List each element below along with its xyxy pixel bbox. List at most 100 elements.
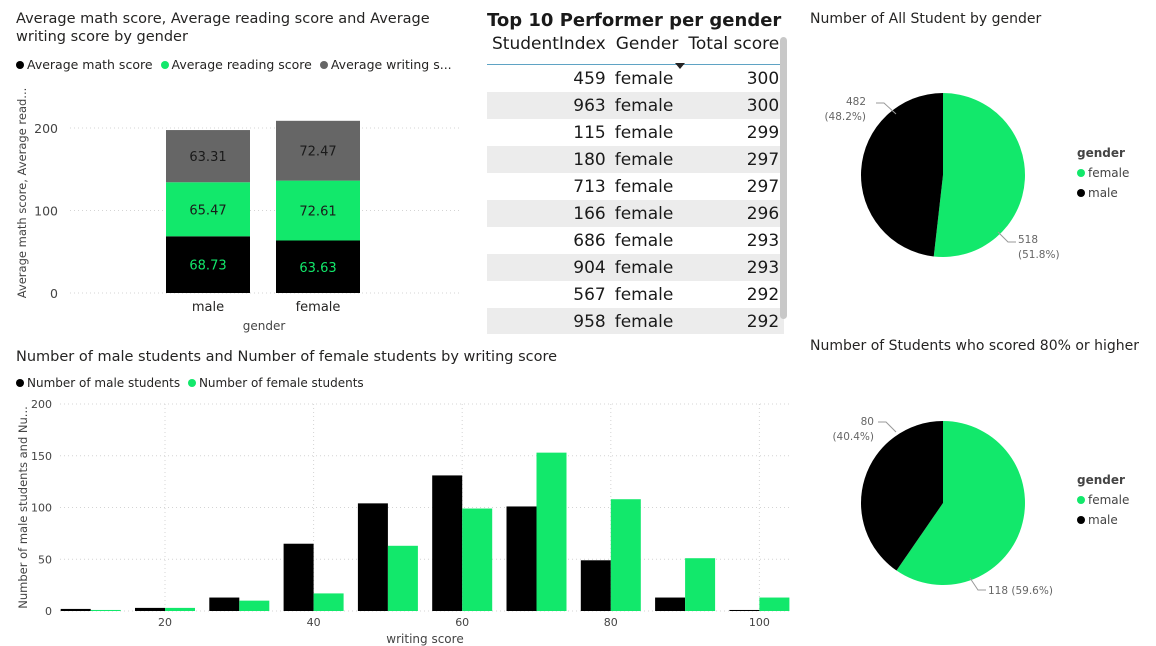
leader-line bbox=[878, 421, 897, 433]
table-row[interactable]: 166 female 296 bbox=[487, 200, 785, 227]
bar-male[interactable] bbox=[283, 543, 314, 611]
y-tick-label: 100 bbox=[34, 204, 58, 219]
cell-gender: female bbox=[614, 122, 674, 143]
bar-female[interactable] bbox=[165, 607, 195, 611]
pie-slice-male[interactable] bbox=[861, 421, 943, 571]
pie-slice-male[interactable] bbox=[861, 93, 943, 257]
bar-segment[interactable] bbox=[276, 240, 360, 293]
pie1-legend-title: gender bbox=[1077, 146, 1125, 160]
pie2-legend: gender female male bbox=[1077, 473, 1129, 533]
data-label: 65.47 bbox=[189, 203, 226, 218]
legend-label-reading: Average reading score bbox=[171, 57, 312, 72]
cell-gender: female bbox=[610, 146, 684, 173]
data-label: 63.31 bbox=[189, 150, 226, 165]
pie1-legend: gender female male bbox=[1077, 146, 1129, 206]
legend-label-male: Number of male students bbox=[27, 376, 181, 390]
pie1-legend-female[interactable]: female bbox=[1077, 166, 1129, 180]
bar-segment[interactable] bbox=[166, 182, 250, 237]
bar-segment[interactable] bbox=[276, 120, 360, 181]
x-tick-label: female bbox=[296, 300, 341, 315]
pie1-label-female-pct: (51.8%) bbox=[1018, 249, 1060, 261]
cell-gender: female bbox=[614, 284, 674, 305]
leader-line bbox=[876, 102, 897, 115]
table-row[interactable]: 963 female 300 bbox=[487, 92, 785, 119]
cell-total-score: 300 bbox=[746, 68, 780, 89]
header-total-score[interactable]: Total score bbox=[688, 34, 780, 54]
table-row[interactable]: 115 female 299 bbox=[487, 119, 784, 146]
bar-male[interactable] bbox=[580, 560, 611, 611]
legend-item-female[interactable]: Number of female students bbox=[187, 376, 364, 390]
stacked-legend: Average math score Average reading score… bbox=[16, 57, 456, 72]
data-label: 72.47 bbox=[299, 145, 336, 160]
cell-gender: female bbox=[614, 230, 674, 251]
pie1-legend-male-label: male bbox=[1088, 186, 1118, 200]
data-label: 63.63 bbox=[299, 261, 336, 276]
pie2-label-male-pct: (40.4%) bbox=[832, 431, 874, 443]
table-row[interactable]: 180 female 297 bbox=[487, 146, 785, 173]
pie2-label-male-count: 80 bbox=[861, 416, 874, 428]
bar-female[interactable] bbox=[536, 452, 567, 611]
bar-female[interactable] bbox=[462, 508, 493, 611]
pie2-legend-male[interactable]: male bbox=[1077, 513, 1129, 527]
table-row[interactable]: 686 female 293 bbox=[487, 227, 784, 254]
legend-label-math: Average math score bbox=[27, 57, 153, 72]
pie1-legend-male[interactable]: male bbox=[1077, 186, 1129, 200]
table-row[interactable]: 904 female 293 bbox=[487, 254, 785, 281]
header-student-index[interactable]: StudentIndex bbox=[492, 34, 606, 54]
bar-female[interactable] bbox=[90, 609, 121, 611]
bar-female[interactable] bbox=[685, 558, 716, 611]
hist-legend: Number of male students Number of female… bbox=[16, 376, 368, 390]
bar-male[interactable] bbox=[432, 475, 463, 611]
bar-male[interactable] bbox=[209, 597, 240, 611]
pie2-legend-male-label: male bbox=[1088, 513, 1118, 527]
y-tick-label: 0 bbox=[45, 605, 52, 618]
bar-male[interactable] bbox=[60, 608, 91, 611]
pie2-label-female: 118 (59.6%) bbox=[988, 585, 1053, 597]
cell-gender: female bbox=[610, 308, 684, 334]
pie1-label-male-count: 482 bbox=[846, 96, 866, 108]
header-gender[interactable]: Gender bbox=[615, 34, 679, 54]
bar-male[interactable] bbox=[135, 607, 165, 611]
pie1-legend-female-label: female bbox=[1088, 166, 1130, 180]
bar-female[interactable] bbox=[387, 545, 418, 611]
bar-segment[interactable] bbox=[276, 180, 360, 241]
x-axis-label: writing score bbox=[386, 632, 463, 646]
pie2-legend-female[interactable]: female bbox=[1077, 493, 1129, 507]
bar-female[interactable] bbox=[759, 597, 790, 611]
bar-female[interactable] bbox=[239, 600, 270, 611]
pie-slice-female[interactable] bbox=[896, 421, 1025, 585]
hist-title: Number of male students and Number of fe… bbox=[16, 349, 558, 365]
cell-student-index: 180 bbox=[487, 146, 611, 173]
bar-female[interactable] bbox=[313, 593, 344, 611]
bar-male[interactable] bbox=[655, 597, 686, 611]
table-scrollbar[interactable] bbox=[780, 37, 787, 319]
pie-high-scorers: 80 (40.4%) 118 (59.6%) bbox=[832, 416, 1053, 597]
bar-male[interactable] bbox=[357, 503, 388, 611]
y-tick-label: 200 bbox=[34, 121, 58, 136]
table-row[interactable]: 567 female 292 bbox=[487, 281, 784, 308]
cell-total-score: 292 bbox=[683, 308, 785, 334]
leader-line bbox=[969, 577, 986, 591]
pie1-label-male-pct: (48.2%) bbox=[824, 111, 866, 123]
bar-segment[interactable] bbox=[166, 130, 250, 183]
legend-item-male[interactable]: Number of male students bbox=[16, 376, 180, 390]
table-row[interactable]: 459 female 300 bbox=[487, 65, 784, 93]
cell-total-score: 296 bbox=[683, 200, 785, 227]
legend-item-math[interactable]: Average math score bbox=[16, 57, 153, 72]
top-performers-table: Top 10 Performer per gender StudentIndex… bbox=[487, 8, 792, 334]
pie-slice-female[interactable] bbox=[933, 93, 1026, 257]
table-row[interactable]: 958 female 292 bbox=[487, 308, 785, 334]
bar-segment[interactable] bbox=[166, 236, 250, 293]
bar-male[interactable] bbox=[729, 609, 760, 611]
stacked-title-line1: Average math score, Average reading scor… bbox=[16, 11, 430, 27]
bar-male[interactable] bbox=[506, 506, 537, 611]
data-label: 72.61 bbox=[299, 205, 336, 220]
table-row[interactable]: 713 female 297 bbox=[487, 173, 784, 200]
legend-label-writing: Average writing s... bbox=[330, 57, 452, 72]
bar-female[interactable] bbox=[610, 499, 641, 611]
x-tick-label: 100 bbox=[749, 616, 770, 629]
cell-gender: female bbox=[610, 92, 684, 119]
legend-item-reading[interactable]: Average reading score bbox=[160, 57, 312, 72]
legend-item-writing[interactable]: Average writing s... bbox=[319, 57, 452, 72]
y-tick-label: 150 bbox=[31, 450, 52, 463]
